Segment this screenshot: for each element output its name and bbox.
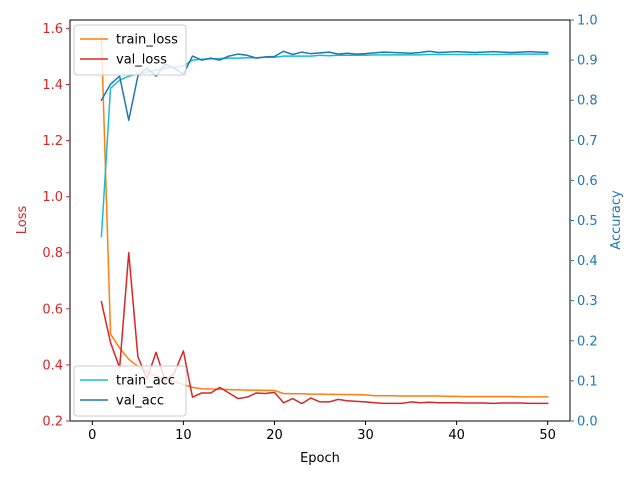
series-lines bbox=[100, 36, 549, 405]
y-left-tick-label: 0.6 bbox=[42, 302, 63, 317]
y-left-tick-label: 1.6 bbox=[42, 22, 63, 37]
x-tick-label: 40 bbox=[448, 428, 465, 443]
legend-accuracy: train_acc val_acc bbox=[73, 365, 187, 417]
y-axis-right-title: Accuracy bbox=[609, 190, 624, 250]
y-right-tick-label: 0.1 bbox=[577, 374, 598, 389]
legend-box bbox=[73, 365, 187, 417]
y-right-tick-label: 0.5 bbox=[577, 214, 598, 229]
plot-frame bbox=[69, 19, 571, 422]
x-tick-label: 0 bbox=[88, 428, 96, 443]
y-left-tick-label: 1.0 bbox=[42, 190, 63, 205]
legend-label-val-loss: val_loss bbox=[116, 53, 167, 68]
y-left-tick-label: 0.4 bbox=[42, 358, 63, 373]
y-left-tick-label: 0.2 bbox=[42, 415, 63, 430]
series-line-train-acc bbox=[100, 53, 549, 238]
y-right-tick-label: 0.4 bbox=[577, 254, 598, 269]
y-right-tick-label: 0.2 bbox=[577, 334, 598, 349]
legend-label-train-acc: train_acc bbox=[116, 374, 175, 389]
legend-loss: train_loss val_loss bbox=[73, 24, 187, 76]
y-left-tick-label: 1.4 bbox=[42, 78, 63, 93]
legend-box bbox=[73, 24, 187, 76]
y-axis-left-title: Loss bbox=[15, 206, 30, 235]
series-line-train-loss bbox=[100, 36, 549, 398]
y-right-tick-label: 0.3 bbox=[577, 294, 598, 309]
legend-label-train-loss: train_loss bbox=[116, 33, 178, 48]
axis-ticks: 0 10 20 30 40 50 0.2 0.4 0.6 0.8 1.0 1.2 1.4 1.6 0.0 0.… bbox=[42, 14, 597, 444]
y-right-tick-label: 0.6 bbox=[577, 174, 598, 189]
y-right-tick-label: 0.8 bbox=[577, 94, 598, 109]
x-tick-label: 10 bbox=[175, 428, 192, 443]
y-right-tick-label: 0.7 bbox=[577, 134, 598, 149]
y-right-tick-label: 0.0 bbox=[577, 415, 598, 430]
y-right-tick-label: 1.0 bbox=[577, 14, 598, 29]
legend-label-val-acc: val_acc bbox=[116, 394, 164, 409]
x-tick-label: 50 bbox=[539, 428, 556, 443]
x-tick-label: 30 bbox=[357, 428, 374, 443]
y-left-tick-label: 1.2 bbox=[42, 134, 63, 149]
y-left-tick-label: 0.8 bbox=[42, 246, 63, 261]
y-right-tick-label: 0.9 bbox=[577, 54, 598, 69]
x-axis-title: Epoch bbox=[300, 451, 340, 466]
x-tick-label: 20 bbox=[266, 428, 283, 443]
